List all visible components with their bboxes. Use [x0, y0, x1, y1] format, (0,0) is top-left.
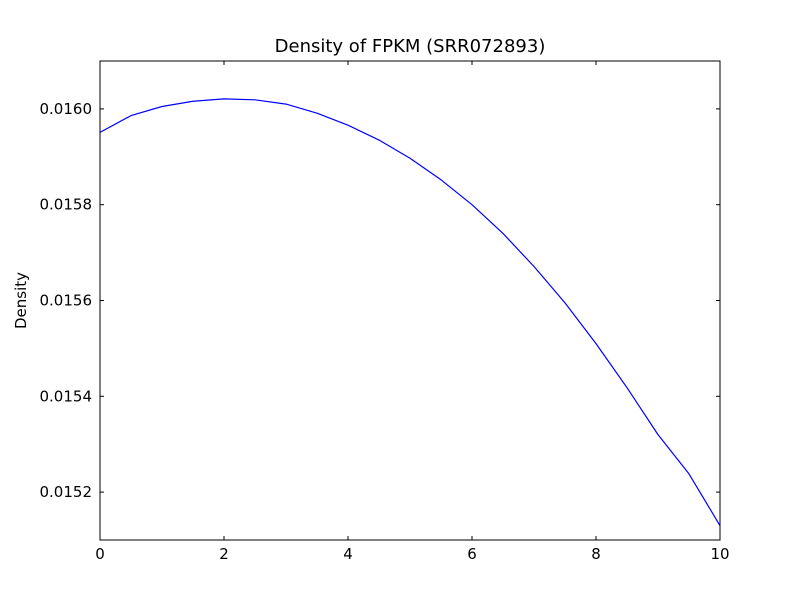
y-tick-label-0: 0.0152 — [40, 483, 93, 501]
plot-area — [100, 61, 720, 540]
x-tick-label-3: 6 — [467, 545, 477, 563]
tick-layer: 0 2 4 6 8 10 0.0152 0.0154 0.0156 0.0158 0.0160 — [40, 61, 730, 563]
y-tick-label-1: 0.0154 — [40, 387, 93, 405]
y-tick-label-3: 0.0158 — [40, 196, 93, 214]
x-tick-label-1: 2 — [219, 545, 229, 563]
x-tick-label-4: 8 — [591, 545, 601, 563]
x-tick-label-5: 10 — [710, 545, 729, 563]
series-layer — [99, 98, 721, 526]
series-line-0 — [99, 98, 721, 526]
y-tick-label-2: 0.0156 — [40, 292, 93, 310]
y-axis-label: Density — [12, 272, 30, 329]
x-tick-label-0: 0 — [95, 545, 105, 563]
x-tick-label-2: 4 — [343, 545, 353, 563]
y-tick-label-4: 0.0160 — [40, 100, 93, 118]
chart-title: Density of FPKM (SRR072893) — [275, 36, 546, 57]
